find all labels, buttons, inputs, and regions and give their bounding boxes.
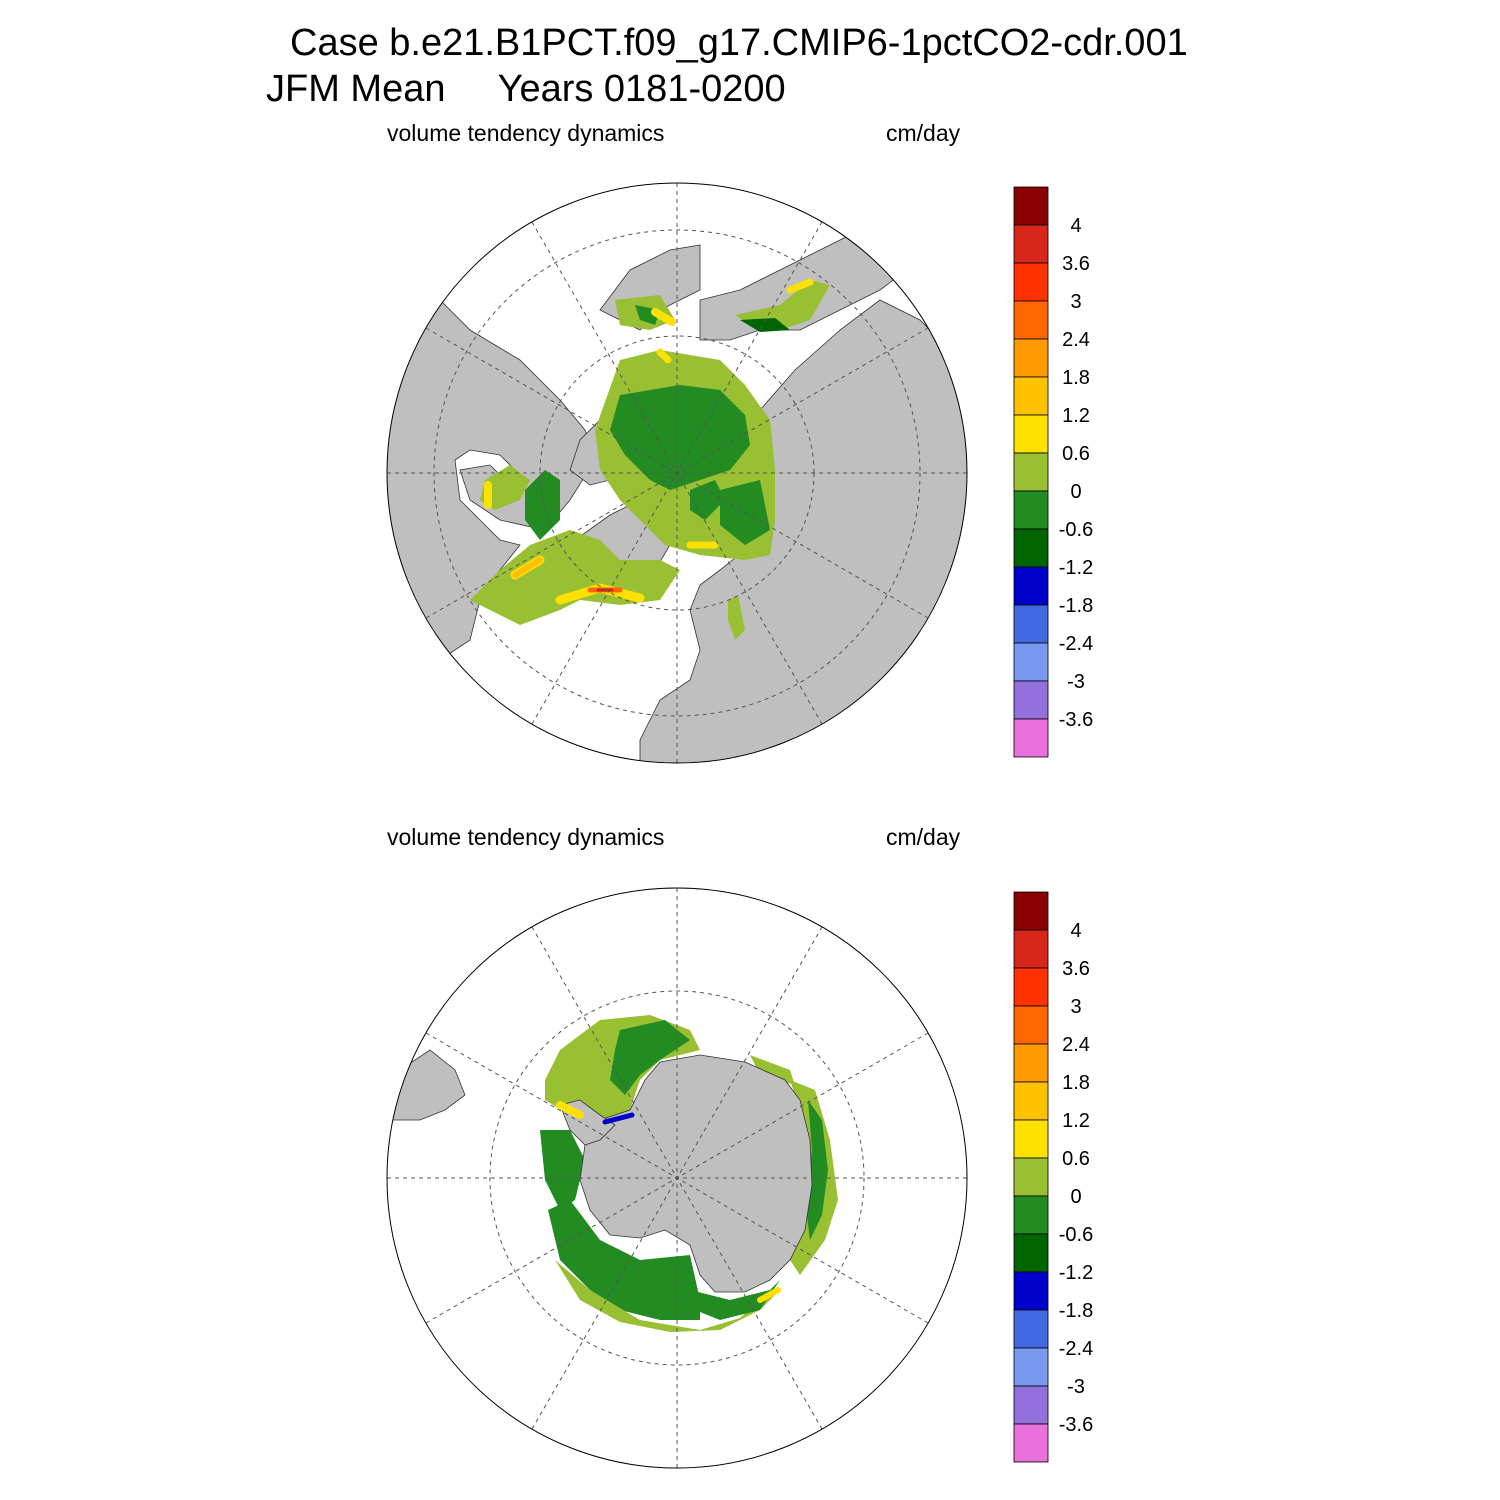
north-colorbar-swatch bbox=[1013, 680, 1049, 720]
south-colorbar-tick-label: 0.6 bbox=[1062, 1148, 1090, 1170]
north-colorbar-swatch bbox=[1013, 452, 1049, 492]
north-colorbar-tick-label: -3 bbox=[1067, 671, 1085, 693]
south-colorbar-swatch bbox=[1013, 967, 1049, 1007]
north-panel-units: cm/day bbox=[886, 120, 961, 146]
north-colorbar-swatch bbox=[1013, 566, 1049, 606]
north-colorbar-tick-label: -1.2 bbox=[1059, 557, 1093, 579]
south-colorbar-tick-label: 0 bbox=[1070, 1186, 1081, 1208]
south-colorbar-swatch bbox=[1013, 929, 1049, 969]
north-colorbar-swatch bbox=[1013, 604, 1049, 644]
north-colorbar-tick-label: 0.6 bbox=[1062, 443, 1090, 465]
south-colorbar-swatch bbox=[1013, 1157, 1049, 1197]
south-colorbar-swatch bbox=[1013, 1347, 1049, 1387]
north-colorbar-swatch bbox=[1013, 300, 1049, 340]
north-colorbar-swatch bbox=[1013, 642, 1049, 682]
north-colorbar-tick-label: 2.4 bbox=[1062, 329, 1090, 351]
north-colorbar-tick-label: 4 bbox=[1070, 215, 1081, 237]
south-colorbar-swatch bbox=[1013, 1195, 1049, 1235]
south-panel-variable: volume tendency dynamics bbox=[387, 824, 665, 850]
north-colorbar-swatch bbox=[1013, 186, 1049, 226]
south-grid bbox=[387, 888, 967, 1468]
north-colorbar-tick-label: 1.8 bbox=[1062, 367, 1090, 389]
north-colorbar-tick-label: -1.8 bbox=[1059, 595, 1093, 617]
north-colorbar-tick-label: 3 bbox=[1070, 291, 1081, 313]
south-colorbar-swatch bbox=[1013, 1271, 1049, 1311]
south-colorbar-tick-label: 4 bbox=[1070, 920, 1081, 942]
north-colorbar-tick-label: -0.6 bbox=[1059, 519, 1093, 541]
north-colorbar-swatch bbox=[1013, 718, 1049, 758]
south-colorbar-swatch bbox=[1013, 1423, 1049, 1463]
north-colorbar-tick-label: 1.2 bbox=[1062, 405, 1090, 427]
north-colorbar-swatch bbox=[1013, 528, 1049, 568]
south-polar-map bbox=[386, 887, 968, 1469]
north-colorbar-swatch bbox=[1013, 224, 1049, 264]
north-colorbar-tick-label: -3.6 bbox=[1059, 709, 1093, 731]
north-colorbar-tick-label: -2.4 bbox=[1059, 633, 1093, 655]
south-colorbar-tick-label: 1.8 bbox=[1062, 1072, 1090, 1094]
south-map-boundary bbox=[386, 887, 968, 1469]
north-colorbar-tick-label: 0 bbox=[1070, 481, 1081, 503]
figure-title-period: JFM Mean Years 0181-0200 bbox=[266, 68, 786, 110]
north-colorbar-swatch bbox=[1013, 490, 1049, 530]
south-land-australia-tip bbox=[879, 1429, 941, 1468]
figure-title-case: Case b.e21.B1PCT.f09_g17.CMIP6-1pctCO2-c… bbox=[290, 22, 1188, 64]
south-colorbar-swatch bbox=[1013, 1119, 1049, 1159]
north-sea-ice-field bbox=[470, 280, 830, 640]
north-colorbar-swatch bbox=[1013, 376, 1049, 416]
south-colorbar-tick-label: 3 bbox=[1070, 996, 1081, 1018]
south-colorbar-tick-label: -0.6 bbox=[1059, 1224, 1093, 1246]
south-land-antarctica bbox=[579, 1054, 813, 1293]
south-colorbar-swatch bbox=[1013, 1043, 1049, 1083]
south-panel-units: cm/day bbox=[886, 824, 961, 850]
south-colorbar-tick-label: -2.4 bbox=[1059, 1338, 1093, 1360]
north-grid bbox=[387, 183, 967, 763]
south-colorbar-tick-label: -1.8 bbox=[1059, 1300, 1093, 1322]
north-colorbar-swatch bbox=[1013, 414, 1049, 454]
south-colorbar: 4 3.6 3 2.4 1.8 1.2 0.6 0 -0.6 -1.2 -1.8 -2.4 -3 -3.6 bbox=[1013, 891, 1093, 1463]
north-map-boundary bbox=[386, 182, 968, 764]
south-colorbar-tick-label: -3.6 bbox=[1059, 1414, 1093, 1436]
south-colorbar-tick-label: -3 bbox=[1067, 1376, 1085, 1398]
north-colorbar-tick-label: 3.6 bbox=[1062, 253, 1090, 275]
south-colorbar-tick-label: 2.4 bbox=[1062, 1034, 1090, 1056]
north-colorbar: 4 3.6 3 2.4 1.8 1.2 0.6 0 -0.6 -1.2 -1.8 -2.4 -3 -3.6 bbox=[1013, 186, 1093, 758]
south-colorbar-swatch bbox=[1013, 1081, 1049, 1121]
south-colorbar-swatch bbox=[1013, 1005, 1049, 1045]
south-ice-edge-highlights bbox=[556, 1101, 781, 1303]
south-colorbar-swatch bbox=[1013, 1309, 1049, 1349]
south-colorbar-swatch bbox=[1013, 1233, 1049, 1273]
south-colorbar-tick-label: 3.6 bbox=[1062, 958, 1090, 980]
north-colorbar-swatch bbox=[1013, 338, 1049, 378]
south-colorbar-tick-label: 1.2 bbox=[1062, 1110, 1090, 1132]
south-colorbar-swatch bbox=[1013, 1385, 1049, 1425]
north-polar-map bbox=[386, 182, 968, 764]
south-colorbar-tick-label: -1.2 bbox=[1059, 1262, 1093, 1284]
north-colorbar-swatch bbox=[1013, 262, 1049, 302]
south-colorbar-swatch bbox=[1013, 891, 1049, 931]
north-panel-variable: volume tendency dynamics bbox=[387, 120, 665, 146]
